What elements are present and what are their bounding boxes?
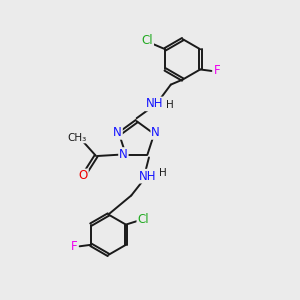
Text: CH₃: CH₃ xyxy=(68,133,87,142)
Text: NH: NH xyxy=(146,98,163,110)
Text: Cl: Cl xyxy=(142,34,153,47)
Text: H: H xyxy=(166,100,174,110)
Text: N: N xyxy=(151,126,160,139)
Text: F: F xyxy=(214,64,220,77)
Text: N: N xyxy=(119,148,128,161)
Text: Cl: Cl xyxy=(137,213,149,226)
Text: NH: NH xyxy=(139,170,156,183)
Text: O: O xyxy=(79,169,88,182)
Text: N: N xyxy=(113,126,122,139)
Text: F: F xyxy=(71,240,78,253)
Text: H: H xyxy=(159,168,167,178)
